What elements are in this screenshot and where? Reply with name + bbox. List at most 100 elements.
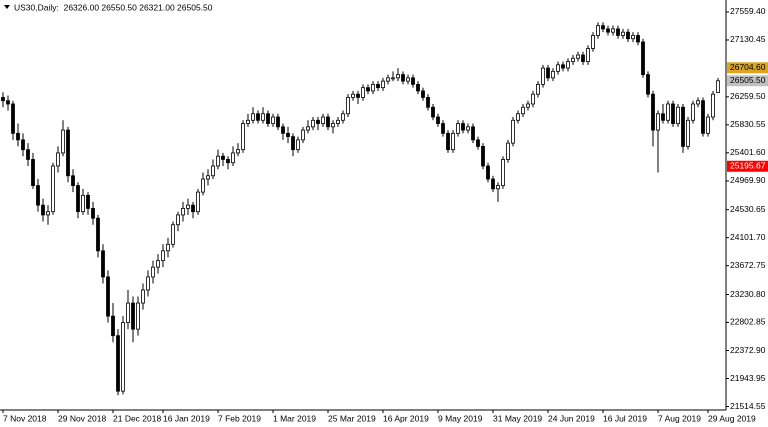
x-tick-label: 9 May 2019 bbox=[438, 413, 483, 423]
candle-body bbox=[701, 100, 705, 134]
y-tick-label: 21514.55 bbox=[730, 401, 766, 411]
candle-body bbox=[521, 106, 525, 115]
candle-body bbox=[81, 194, 85, 213]
candle-body bbox=[631, 35, 635, 40]
candle-body bbox=[71, 175, 75, 186]
candle-body bbox=[566, 61, 570, 69]
y-tick-label: 23672.75 bbox=[730, 260, 766, 270]
x-tick-label: 29 Aug 2019 bbox=[708, 413, 756, 423]
candle-body bbox=[156, 260, 160, 268]
symbol-icon[interactable] bbox=[4, 5, 10, 9]
candle-body bbox=[551, 70, 555, 79]
x-tick-label: 16 Jan 2019 bbox=[163, 413, 210, 423]
candle-body bbox=[316, 119, 320, 124]
chart-title: US30,Daily: 26326.00 26550.50 26321.00 2… bbox=[14, 2, 213, 12]
candle-body bbox=[46, 211, 50, 216]
candle-body bbox=[251, 113, 255, 121]
candle-body bbox=[126, 302, 130, 324]
candle-body bbox=[86, 194, 90, 209]
candles-layer bbox=[1, 22, 720, 396]
candle-body bbox=[616, 28, 620, 36]
x-tick-label: 24 Jun 2019 bbox=[548, 413, 595, 423]
candle-body bbox=[391, 77, 395, 80]
candle-body bbox=[161, 250, 165, 262]
candle-body bbox=[671, 103, 675, 124]
candle-body bbox=[231, 152, 235, 164]
candle-body bbox=[556, 64, 560, 72]
candle-body bbox=[431, 106, 435, 118]
candle-body bbox=[226, 159, 230, 164]
candle-body bbox=[486, 165, 490, 180]
candle-body bbox=[636, 35, 640, 43]
candle-body bbox=[481, 145, 485, 167]
candle-body bbox=[681, 106, 685, 147]
candle-body bbox=[386, 77, 390, 82]
candle-body bbox=[356, 93, 360, 98]
price-level-box bbox=[727, 62, 768, 74]
x-tick-label: 7 Aug 2019 bbox=[658, 413, 701, 423]
candle-body bbox=[366, 87, 370, 92]
candle-body bbox=[686, 119, 690, 147]
candle-body bbox=[466, 126, 470, 131]
candle-body bbox=[351, 93, 355, 98]
x-tick-label: 7 Nov 2018 bbox=[3, 413, 47, 423]
candle-body bbox=[506, 142, 510, 160]
candle-body bbox=[306, 126, 310, 131]
y-tick-label: 21943.95 bbox=[730, 373, 766, 383]
candle-body bbox=[611, 28, 615, 33]
candle-body bbox=[1, 97, 5, 102]
candle-body bbox=[526, 103, 530, 108]
candle-body bbox=[416, 83, 420, 92]
candle-body bbox=[56, 152, 60, 167]
candle-body bbox=[336, 119, 340, 124]
candle-body bbox=[446, 132, 450, 151]
candle-body bbox=[66, 129, 70, 177]
candle-body bbox=[346, 97, 350, 115]
candle-body bbox=[271, 116, 275, 124]
candle-body bbox=[501, 159, 505, 186]
candle-body bbox=[641, 41, 645, 76]
candle-body bbox=[711, 93, 715, 118]
candle-body bbox=[201, 178, 205, 193]
candle-body bbox=[91, 208, 95, 219]
candle-body bbox=[51, 165, 55, 213]
candle-body bbox=[401, 74, 405, 82]
x-tick-label: 7 Feb 2019 bbox=[218, 413, 261, 423]
x-tick-label: 16 Apr 2019 bbox=[383, 413, 429, 423]
candle-body bbox=[296, 139, 300, 151]
y-tick-label: 24530.65 bbox=[730, 204, 766, 214]
candle-body bbox=[491, 178, 495, 190]
y-tick-label: 22802.85 bbox=[730, 317, 766, 327]
y-tick-label: 25830.55 bbox=[730, 119, 766, 129]
candle-body bbox=[236, 149, 240, 154]
y-tick-label: 22372.90 bbox=[730, 345, 766, 355]
x-tick-label: 1 Mar 2019 bbox=[273, 413, 316, 423]
candle-body bbox=[496, 185, 500, 190]
candle-body bbox=[151, 266, 155, 278]
candle-body bbox=[691, 103, 695, 121]
candle-body bbox=[571, 57, 575, 62]
candle-body bbox=[206, 175, 210, 180]
candle-body bbox=[716, 80, 720, 93]
candle-body bbox=[266, 113, 270, 124]
candle-body bbox=[441, 123, 445, 134]
y-tick-label: 26259.50 bbox=[730, 91, 766, 101]
candle-body bbox=[171, 224, 175, 245]
candle-body bbox=[191, 204, 195, 213]
candle-body bbox=[436, 116, 440, 124]
candle-body bbox=[181, 208, 185, 216]
candle-body bbox=[11, 103, 15, 134]
candle-body bbox=[36, 185, 40, 206]
candle-body bbox=[546, 67, 550, 79]
candle-body bbox=[6, 100, 10, 105]
candle-body bbox=[596, 25, 600, 36]
candle-body bbox=[136, 302, 140, 330]
candle-body bbox=[21, 139, 25, 151]
candle-body bbox=[626, 31, 630, 40]
price-level-box bbox=[727, 160, 768, 172]
candle-body bbox=[601, 25, 605, 30]
candle-body bbox=[261, 113, 265, 121]
x-tick-label: 25 Mar 2019 bbox=[328, 413, 376, 423]
candle-body bbox=[256, 113, 260, 121]
